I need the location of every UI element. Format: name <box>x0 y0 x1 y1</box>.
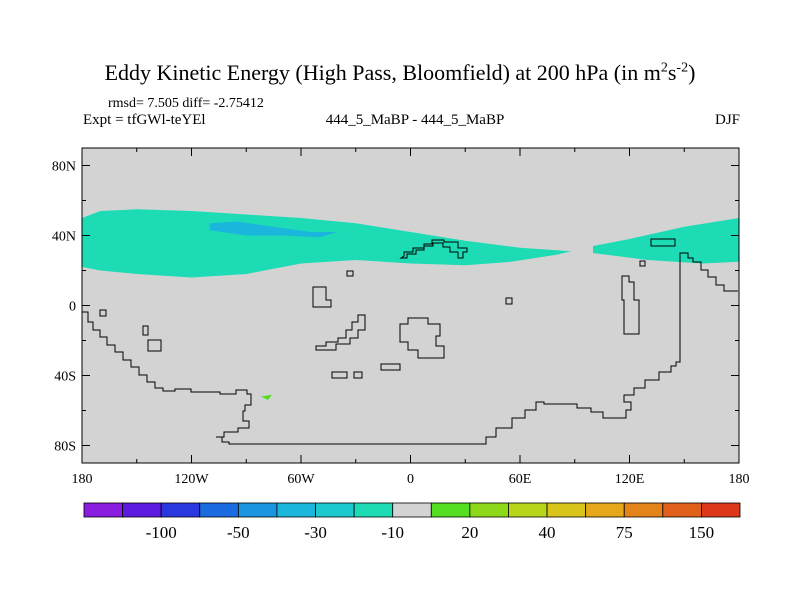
x-tick-label: 0 <box>407 472 414 487</box>
colorbar-box <box>160 502 201 518</box>
y-tick-label: 80S <box>54 440 76 455</box>
title-mid: s <box>667 60 677 85</box>
axis-ticks: 180 120W 60W 0 60E 120E 180 80N 40N 0 40S 80S <box>52 148 750 487</box>
x-tick-label: 120E <box>615 472 645 487</box>
data-region-2 <box>209 221 338 238</box>
colorbar-box <box>122 502 162 518</box>
x-tick-label: 120W <box>174 472 209 487</box>
x-tick-label: 60W <box>287 472 315 487</box>
coastline-islands-c <box>331 238 676 379</box>
colorbar-box <box>353 502 394 518</box>
x-tick-label: 60E <box>509 472 532 487</box>
season-label: DJF <box>714 112 740 128</box>
colorbar-label: 75 <box>616 523 633 542</box>
colorbar-box <box>199 502 239 518</box>
colorbar-box <box>83 502 123 518</box>
title-sup-1: 2 <box>660 60 668 76</box>
colorbar-box <box>430 502 471 518</box>
plot-area <box>82 148 739 463</box>
data-region-3 <box>260 394 272 400</box>
colorbar-box <box>392 502 432 518</box>
y-tick-label: 80N <box>52 160 76 175</box>
x-tick-label: 180 <box>72 472 93 487</box>
colorbar-box <box>237 502 278 518</box>
expt-label: Expt = tfGWl-teYEl <box>83 112 206 128</box>
colorbar: -100 -50 -30 -10 20 40 75 150 <box>83 502 741 542</box>
colorbar-label: -100 <box>146 523 177 542</box>
colorbar-label: -10 <box>381 523 404 542</box>
coastline-antarctica <box>216 252 738 445</box>
coastlines <box>81 238 738 445</box>
title-sup-2: -2 <box>676 60 689 76</box>
colorbar-label: -30 <box>304 523 327 542</box>
y-tick-label: 40N <box>52 230 76 245</box>
colorbar-box <box>276 502 316 518</box>
colorbar-label: 150 <box>689 523 715 542</box>
colorbar-box <box>546 502 587 518</box>
y-tick-label: 40S <box>54 370 76 385</box>
stats-label: rmsd= 7.505 diff= -2.75412 <box>108 96 264 111</box>
data-region-0 <box>82 209 572 278</box>
case-label: 444_5_MaBP - 444_5_MaBP <box>325 112 505 128</box>
title-close: ) <box>688 60 696 85</box>
colorbar-label: 20 <box>461 523 478 542</box>
colorbar-box <box>701 502 741 518</box>
colorbar-box <box>315 502 355 518</box>
plot-background <box>82 148 739 463</box>
y-tick-label: 0 <box>69 300 76 315</box>
coastline-islands-b <box>315 314 445 359</box>
colorbar-box <box>469 502 509 518</box>
coastline-africa <box>399 239 468 259</box>
chart-title: Eddy Kinetic Energy (High Pass, Bloomfie… <box>0 60 800 86</box>
coastline-islands-a <box>99 270 513 352</box>
data-region-1 <box>593 218 739 264</box>
colorbar-box <box>508 502 548 518</box>
colorbar-box <box>662 502 702 518</box>
title-main: Eddy Kinetic Energy (High Pass, Bloomfie… <box>104 60 661 85</box>
coastline-south-america <box>81 298 252 438</box>
colorbar-box <box>585 502 625 518</box>
colorbar-label: -50 <box>227 523 250 542</box>
colorbar-box <box>623 502 664 518</box>
x-tick-label: 180 <box>729 472 750 487</box>
colorbar-label: 40 <box>539 523 556 542</box>
